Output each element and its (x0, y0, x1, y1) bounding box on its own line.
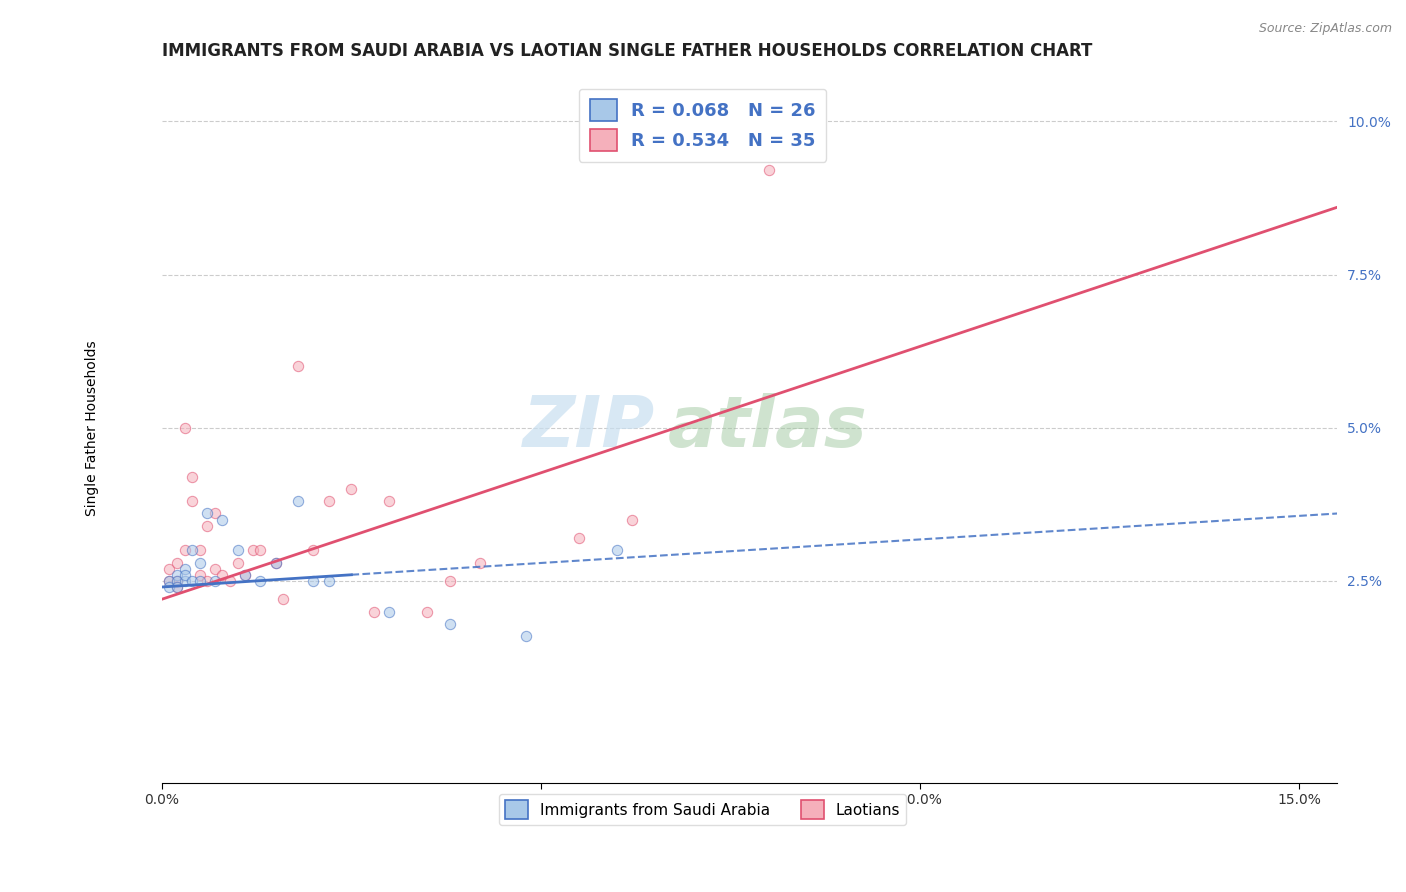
Point (233, 567, 256, 582)
Text: Source: ZipAtlas.com: Source: ZipAtlas.com (1258, 22, 1392, 36)
Point (181, 543, 204, 558)
Point (173, 421, 195, 435)
Point (340, 482, 363, 496)
Point (157, 561, 180, 575)
Text: ZIP: ZIP (523, 393, 655, 462)
Point (378, 605, 401, 619)
Point (188, 567, 211, 582)
Point (302, 574, 325, 588)
Point (204, 574, 226, 588)
Point (195, 518, 218, 533)
Point (166, 574, 188, 588)
Point (204, 507, 226, 521)
Point (416, 605, 439, 619)
Point (606, 543, 628, 558)
Point (181, 469, 204, 483)
Text: atlas: atlas (668, 393, 868, 462)
Point (249, 543, 271, 558)
Point (157, 580, 180, 594)
Point (378, 494, 401, 508)
Point (249, 574, 271, 588)
Point (166, 574, 188, 588)
Point (226, 543, 249, 558)
Point (264, 556, 287, 570)
Point (181, 494, 204, 508)
Point (166, 556, 188, 570)
Point (173, 567, 195, 582)
Point (211, 513, 233, 527)
Point (173, 561, 195, 575)
Y-axis label: Single Father Households: Single Father Households (86, 340, 100, 516)
Text: IMMIGRANTS FROM SAUDI ARABIA VS LAOTIAN SINGLE FATHER HOUSEHOLDS CORRELATION CHA: IMMIGRANTS FROM SAUDI ARABIA VS LAOTIAN … (162, 42, 1092, 60)
Point (515, 629, 537, 643)
Point (439, 574, 461, 588)
Point (157, 574, 180, 588)
Point (173, 574, 195, 588)
Point (242, 543, 264, 558)
Point (173, 543, 195, 558)
Point (166, 580, 188, 594)
Point (621, 513, 644, 527)
Point (363, 605, 385, 619)
Point (204, 561, 226, 575)
Point (233, 567, 256, 582)
Point (318, 574, 340, 588)
Point (287, 359, 309, 374)
Point (264, 556, 287, 570)
Point (211, 567, 233, 582)
Point (219, 574, 242, 588)
Point (271, 592, 294, 607)
Legend: Immigrants from Saudi Arabia, Laotians: Immigrants from Saudi Arabia, Laotians (499, 794, 907, 825)
Point (439, 616, 461, 631)
Point (470, 556, 492, 570)
Point (188, 556, 211, 570)
Point (188, 543, 211, 558)
Point (195, 507, 218, 521)
Point (157, 574, 180, 588)
Point (166, 567, 188, 582)
Point (181, 574, 204, 588)
Point (287, 494, 309, 508)
Point (166, 580, 188, 594)
Point (188, 574, 211, 588)
Point (195, 574, 218, 588)
Point (568, 531, 591, 545)
Point (302, 543, 325, 558)
Point (758, 163, 780, 178)
Point (318, 494, 340, 508)
Point (226, 556, 249, 570)
